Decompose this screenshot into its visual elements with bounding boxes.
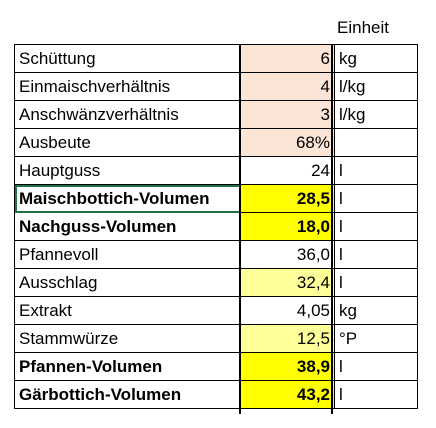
row-unit[interactable]: kg	[334, 296, 418, 325]
row-value[interactable]: 28,5	[240, 184, 335, 213]
row-label[interactable]: Ausbeute	[14, 128, 241, 157]
row-value[interactable]: 18,0	[240, 212, 335, 241]
row-value[interactable]: 24	[240, 156, 335, 185]
row-unit[interactable]: l	[334, 240, 418, 269]
row-label[interactable]: Pfannevoll	[14, 240, 241, 269]
table-row: Gärbottich-Volumen 43,2 l	[14, 380, 418, 409]
row-unit[interactable]: l	[334, 380, 418, 409]
row-label[interactable]: Anschwänzverhältnis	[14, 100, 241, 129]
table-row: Anschwänzverhältnis 3 l/kg	[14, 100, 418, 129]
table-row: Schüttung 6 kg	[14, 44, 418, 73]
row-unit[interactable]: l	[334, 184, 418, 213]
brew-calc-table: Schüttung 6 kg Einmaischverhältnis 4 l/k…	[14, 44, 418, 409]
table-row: Stammwürze 12,5 °P	[14, 324, 418, 353]
table-row: Maischbottich-Volumen 28,5 l	[14, 184, 418, 213]
table-row: Pfannen-Volumen 38,9 l	[14, 352, 418, 381]
row-label[interactable]: Hauptguss	[14, 156, 241, 185]
row-label[interactable]: Ausschlag	[14, 268, 241, 297]
row-value[interactable]: 43,2	[240, 380, 335, 409]
table-body: Schüttung 6 kg Einmaischverhältnis 4 l/k…	[14, 44, 418, 409]
row-unit[interactable]: l	[334, 212, 418, 241]
row-label[interactable]: Einmaischverhältnis	[14, 72, 241, 101]
row-unit[interactable]: l	[334, 156, 418, 185]
table-row: Ausbeute 68%	[14, 128, 418, 157]
unit-column-header: Einheit	[337, 18, 389, 37]
table-row: Pfannevoll 36,0 l	[14, 240, 418, 269]
row-unit[interactable]	[334, 128, 418, 157]
row-unit[interactable]: kg	[334, 44, 418, 73]
row-value[interactable]: 68%	[240, 128, 335, 157]
table-row: Einmaischverhältnis 4 l/kg	[14, 72, 418, 101]
row-unit[interactable]: °P	[334, 324, 418, 353]
row-label[interactable]: Nachguss-Volumen	[14, 212, 241, 241]
table-row: Ausschlag 32,4 l	[14, 268, 418, 297]
row-unit[interactable]: l/kg	[334, 72, 418, 101]
row-value[interactable]: 38,9	[240, 352, 335, 381]
table-row: Hauptguss 24 l	[14, 156, 418, 185]
row-unit[interactable]: l/kg	[334, 100, 418, 129]
row-unit[interactable]: l	[334, 268, 418, 297]
row-label[interactable]: Pfannen-Volumen	[14, 352, 241, 381]
row-label[interactable]: Stammwürze	[14, 324, 241, 353]
table-row: Extrakt 4,05 kg	[14, 296, 418, 325]
row-value[interactable]: 6	[240, 44, 335, 73]
row-label[interactable]: Extrakt	[14, 296, 241, 325]
row-value[interactable]: 32,4	[240, 268, 335, 297]
row-label[interactable]: Maischbottich-Volumen	[14, 184, 241, 213]
row-unit[interactable]: l	[334, 352, 418, 381]
row-label[interactable]: Gärbottich-Volumen	[14, 380, 241, 409]
row-value[interactable]: 4,05	[240, 296, 335, 325]
row-label[interactable]: Schüttung	[14, 44, 241, 73]
row-value[interactable]: 36,0	[240, 240, 335, 269]
table-row: Nachguss-Volumen 18,0 l	[14, 212, 418, 241]
row-value[interactable]: 12,5	[240, 324, 335, 353]
row-value[interactable]: 4	[240, 72, 335, 101]
row-value[interactable]: 3	[240, 100, 335, 129]
